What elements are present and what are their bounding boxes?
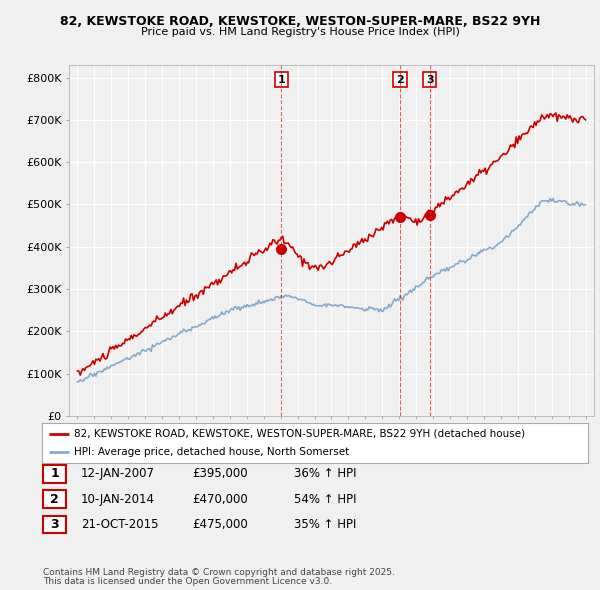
Text: Price paid vs. HM Land Registry's House Price Index (HPI): Price paid vs. HM Land Registry's House …: [140, 28, 460, 37]
Text: HPI: Average price, detached house, North Somerset: HPI: Average price, detached house, Nort…: [74, 447, 349, 457]
Text: This data is licensed under the Open Government Licence v3.0.: This data is licensed under the Open Gov…: [43, 576, 332, 586]
Text: £395,000: £395,000: [192, 467, 248, 480]
Text: £475,000: £475,000: [192, 518, 248, 531]
Text: 2: 2: [396, 75, 404, 85]
Text: 2: 2: [50, 493, 59, 506]
Text: Contains HM Land Registry data © Crown copyright and database right 2025.: Contains HM Land Registry data © Crown c…: [43, 568, 395, 577]
Text: £470,000: £470,000: [192, 493, 248, 506]
Text: 12-JAN-2007: 12-JAN-2007: [81, 467, 155, 480]
Text: 82, KEWSTOKE ROAD, KEWSTOKE, WESTON-SUPER-MARE, BS22 9YH: 82, KEWSTOKE ROAD, KEWSTOKE, WESTON-SUPE…: [60, 15, 540, 28]
Text: 1: 1: [50, 467, 59, 480]
Text: 1: 1: [277, 75, 285, 85]
Text: 36% ↑ HPI: 36% ↑ HPI: [294, 467, 356, 480]
Text: 82, KEWSTOKE ROAD, KEWSTOKE, WESTON-SUPER-MARE, BS22 9YH (detached house): 82, KEWSTOKE ROAD, KEWSTOKE, WESTON-SUPE…: [74, 429, 525, 439]
Text: 54% ↑ HPI: 54% ↑ HPI: [294, 493, 356, 506]
Text: 21-OCT-2015: 21-OCT-2015: [81, 518, 158, 531]
Text: 10-JAN-2014: 10-JAN-2014: [81, 493, 155, 506]
Text: 3: 3: [50, 518, 59, 531]
Text: 35% ↑ HPI: 35% ↑ HPI: [294, 518, 356, 531]
Text: 3: 3: [426, 75, 434, 85]
